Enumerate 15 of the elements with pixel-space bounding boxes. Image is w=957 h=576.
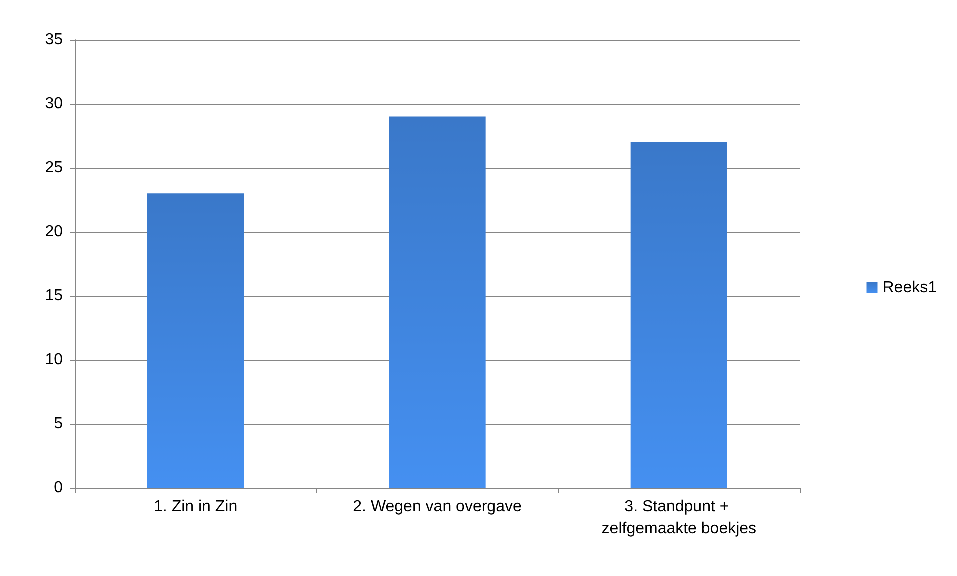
y-tick-label: 15 — [45, 288, 64, 304]
y-tick-label: 5 — [54, 416, 64, 432]
x-tick-label: 1. Zin in Zin — [154, 498, 238, 516]
bar — [630, 142, 728, 488]
y-tick-label: 20 — [45, 224, 64, 240]
y-tick-label: 10 — [45, 352, 64, 368]
y-tick-label: 25 — [45, 160, 64, 176]
legend-label: Reeks1 — [882, 280, 938, 296]
y-tick-label: 0 — [54, 480, 64, 496]
bar — [389, 116, 486, 488]
y-tick-label: 35 — [45, 32, 64, 48]
x-tick-label: 2. Wegen van overgave — [353, 498, 522, 516]
bar — [148, 194, 244, 488]
x-tick-label: 3. Standpunt + zelfgemaakte boekjes — [602, 498, 757, 538]
y-tick-label: 30 — [45, 96, 64, 112]
